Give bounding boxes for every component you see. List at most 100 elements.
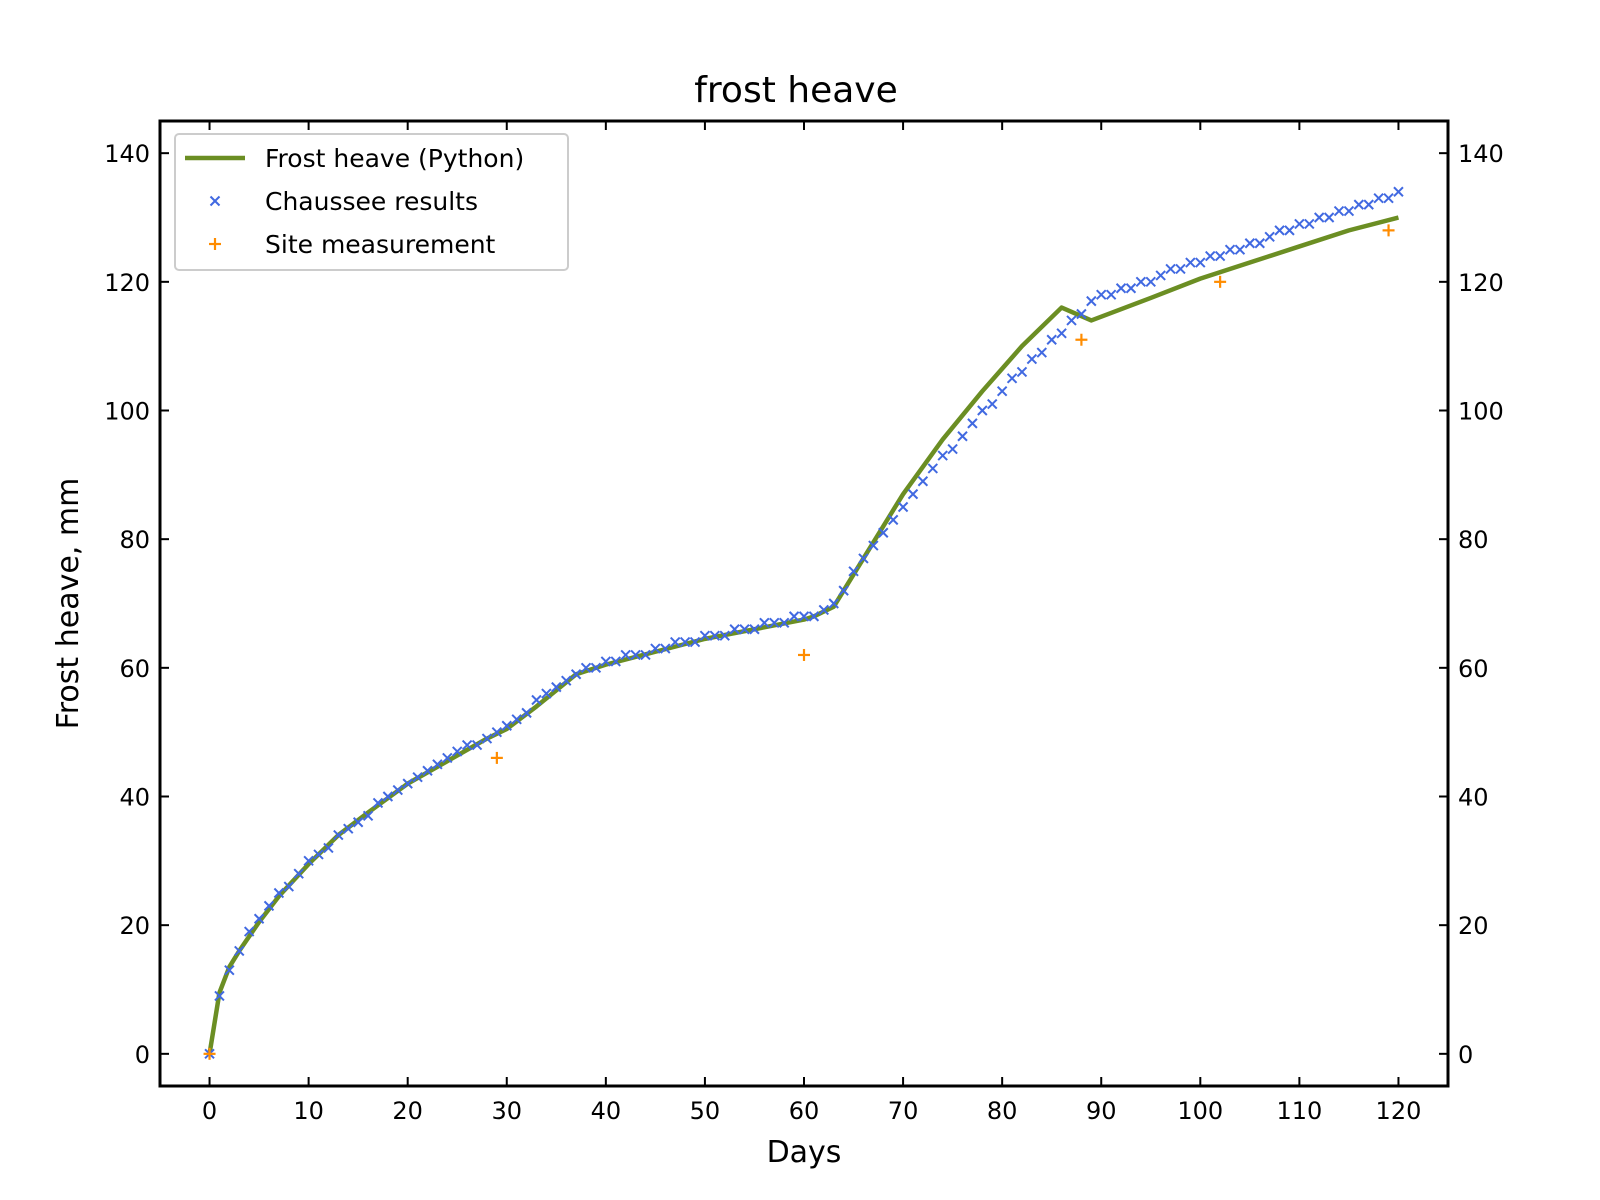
marker-stroke bbox=[1244, 238, 1256, 249]
chaussee-point bbox=[402, 778, 413, 789]
marker-stroke bbox=[372, 797, 384, 809]
marker-stroke bbox=[1076, 308, 1087, 320]
y-tick-label-right: 100 bbox=[1458, 398, 1504, 426]
marker-stroke bbox=[590, 662, 602, 674]
marker-stroke bbox=[333, 829, 344, 841]
chaussee-point bbox=[243, 926, 255, 937]
marker-stroke bbox=[1205, 250, 1216, 262]
chaussee-point bbox=[1244, 238, 1256, 249]
x-axis-label: Days bbox=[767, 1135, 842, 1170]
marker-stroke bbox=[1373, 192, 1384, 204]
marker-stroke bbox=[858, 553, 869, 564]
marker-stroke bbox=[1284, 225, 1295, 236]
marker-stroke bbox=[1135, 276, 1147, 288]
chaussee-point bbox=[1205, 250, 1216, 262]
chaussee-point bbox=[392, 784, 403, 796]
y-tick-label-left: 60 bbox=[119, 655, 150, 683]
chaussee-point bbox=[293, 868, 304, 879]
chaussee-point bbox=[947, 443, 958, 455]
chaussee-point bbox=[1145, 276, 1156, 288]
chaussee-point bbox=[739, 624, 750, 635]
chaussee-point bbox=[858, 553, 869, 564]
marker-stroke bbox=[759, 617, 770, 629]
chaussee-point bbox=[382, 791, 394, 802]
chaussee-point bbox=[412, 771, 423, 783]
marker-stroke bbox=[1165, 263, 1176, 275]
marker-stroke bbox=[1313, 212, 1325, 223]
chaussee-point bbox=[977, 405, 988, 416]
legend-box bbox=[174, 133, 569, 271]
marker-stroke bbox=[660, 643, 671, 654]
marker-stroke bbox=[273, 887, 285, 899]
marker-stroke bbox=[897, 501, 909, 513]
marker-stroke bbox=[778, 617, 790, 629]
chaussee-point bbox=[759, 617, 770, 629]
legend-plus-marker bbox=[209, 238, 221, 250]
marker-stroke bbox=[521, 707, 532, 719]
chaussee-point bbox=[1264, 231, 1275, 243]
chaussee-point bbox=[808, 611, 820, 622]
chaussee-point bbox=[1105, 289, 1117, 300]
marker-stroke bbox=[887, 514, 899, 526]
chaussee-point bbox=[1294, 218, 1305, 230]
marker-stroke bbox=[501, 720, 512, 731]
chaussee-point bbox=[749, 624, 760, 635]
marker-stroke bbox=[561, 675, 572, 686]
marker-stroke bbox=[209, 195, 221, 207]
marker-stroke bbox=[1333, 205, 1345, 217]
marker-stroke bbox=[1195, 257, 1206, 268]
plot-marks bbox=[203, 186, 1404, 1060]
x-tick-label: 50 bbox=[690, 1097, 721, 1125]
marker-stroke bbox=[709, 630, 721, 641]
chaussee-point bbox=[669, 636, 681, 648]
marker-stroke bbox=[600, 656, 612, 667]
chaussee-point bbox=[937, 450, 948, 461]
chaussee-point bbox=[679, 636, 691, 648]
chaussee-point bbox=[699, 630, 711, 641]
marker-stroke bbox=[491, 726, 503, 738]
chaussee-point bbox=[511, 714, 522, 725]
x-tick-label: 30 bbox=[491, 1097, 522, 1125]
marker-stroke bbox=[1363, 199, 1374, 210]
marker-stroke bbox=[313, 849, 324, 860]
chaussee-point bbox=[452, 746, 463, 757]
marker-stroke bbox=[412, 771, 423, 783]
marker-stroke bbox=[1105, 289, 1117, 300]
marker-stroke bbox=[749, 624, 760, 635]
chaussee-point bbox=[1304, 218, 1315, 230]
chaussee-point bbox=[214, 990, 225, 1002]
marker-stroke bbox=[788, 611, 800, 622]
chaussee-point bbox=[927, 463, 939, 474]
chaussee-point bbox=[1165, 263, 1176, 275]
marker-stroke bbox=[1254, 238, 1265, 249]
chaussee-point bbox=[1155, 270, 1166, 281]
marker-stroke bbox=[1274, 225, 1285, 236]
marker-stroke bbox=[996, 385, 1008, 397]
chaussee-point bbox=[1333, 205, 1345, 217]
marker-stroke bbox=[392, 784, 403, 796]
chaussee-point bbox=[630, 649, 641, 661]
chaussee-point bbox=[1313, 212, 1325, 223]
chaussee-point bbox=[957, 431, 968, 442]
chaussee-point bbox=[1393, 186, 1404, 197]
chaussee-point bbox=[343, 823, 354, 834]
chaussee-point bbox=[660, 643, 671, 654]
chaussee-point bbox=[967, 418, 978, 429]
x-tick-label: 10 bbox=[293, 1097, 324, 1125]
marker-stroke bbox=[1224, 244, 1236, 255]
chaussee-point bbox=[689, 636, 701, 648]
chaussee-point bbox=[1046, 334, 1057, 345]
chaussee-point bbox=[1185, 257, 1196, 268]
marker-stroke bbox=[640, 649, 651, 661]
marker-stroke bbox=[957, 431, 968, 442]
marker-stroke bbox=[917, 476, 929, 487]
y-tick-label-left: 140 bbox=[104, 140, 150, 168]
chaussee-point bbox=[372, 797, 384, 809]
chaussee-point bbox=[838, 585, 849, 596]
marker-stroke bbox=[511, 714, 522, 725]
marker-stroke bbox=[541, 688, 552, 699]
chaussee-point bbox=[1026, 353, 1038, 365]
x-tick-label: 20 bbox=[392, 1097, 423, 1125]
chaussee-point bbox=[580, 662, 592, 674]
chaussee-point bbox=[1096, 289, 1107, 300]
